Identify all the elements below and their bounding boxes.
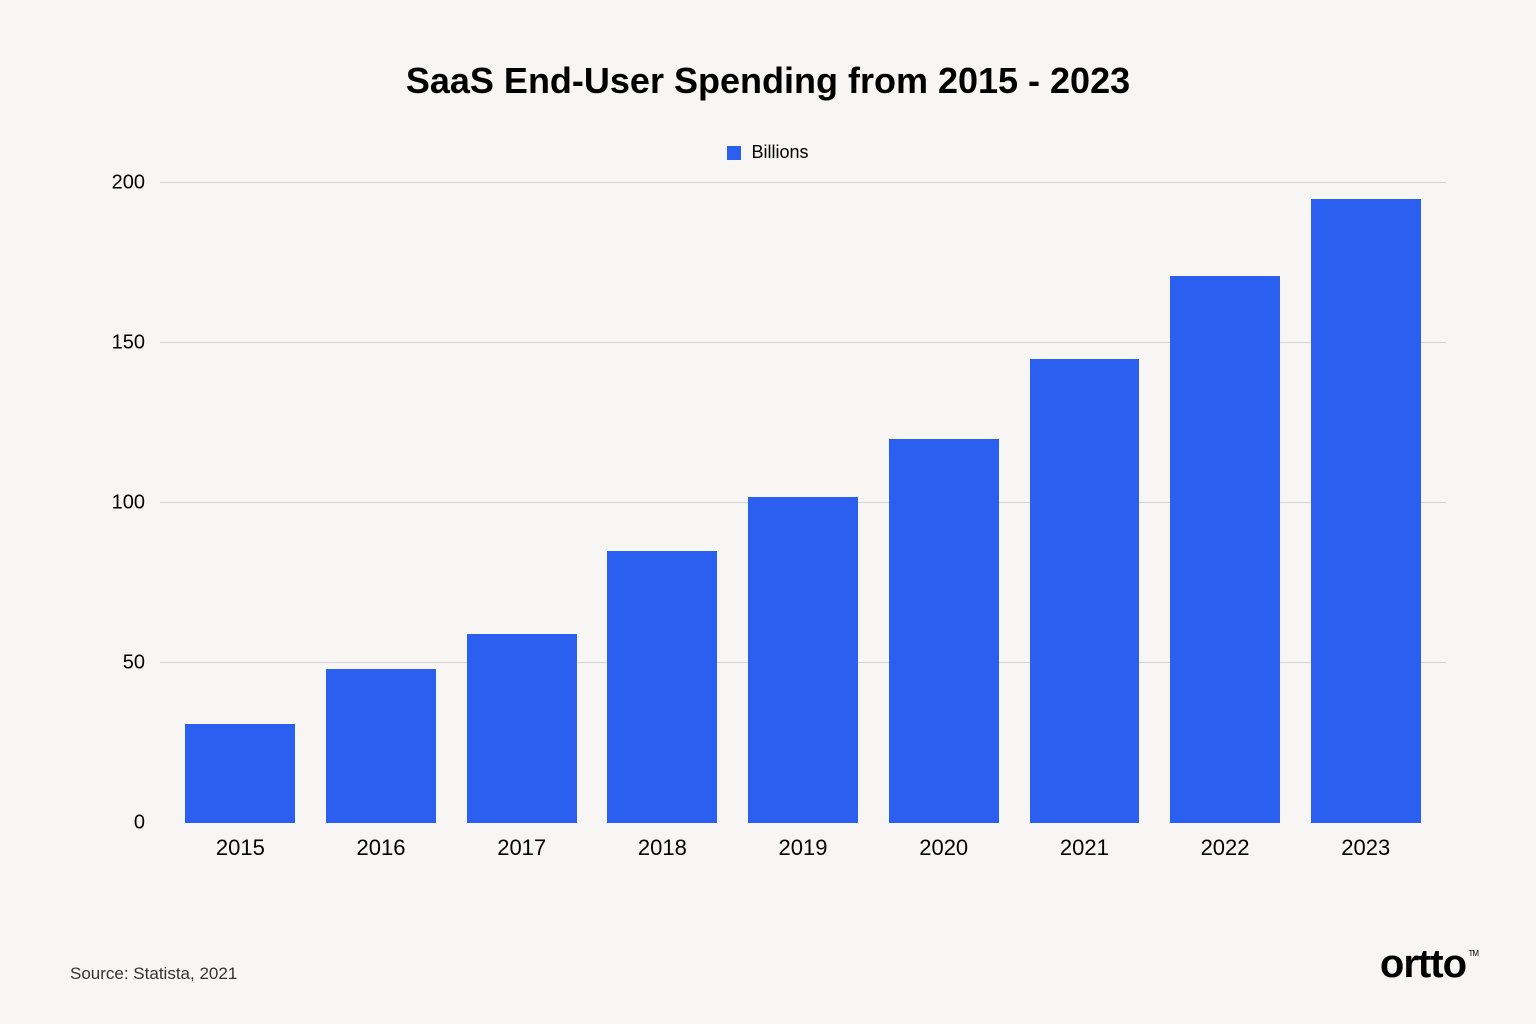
x-label: 2019 (733, 835, 874, 861)
bar-slot (733, 183, 874, 823)
legend-label: Billions (751, 142, 808, 163)
bar (1030, 359, 1140, 823)
bar (467, 634, 577, 823)
y-tick: 100 (112, 492, 145, 515)
x-label: 2022 (1155, 835, 1296, 861)
x-label: 2023 (1295, 835, 1436, 861)
x-label: 2018 (592, 835, 733, 861)
footer: Source: Statista, 2021 ortto TM (70, 944, 1466, 984)
x-label: 2021 (1014, 835, 1155, 861)
logo-tm: TM (1468, 950, 1478, 958)
bar (748, 497, 858, 823)
bar-slot (311, 183, 452, 823)
y-tick: 50 (123, 652, 145, 675)
bar (326, 669, 436, 823)
y-tick: 150 (112, 332, 145, 355)
bar-slot (170, 183, 311, 823)
y-tick: 200 (112, 172, 145, 195)
bar-slot (1295, 183, 1436, 823)
bars-container (160, 183, 1446, 823)
x-label: 2016 (311, 835, 452, 861)
x-label: 2020 (873, 835, 1014, 861)
legend: Billions (70, 142, 1466, 163)
plot-area (160, 183, 1446, 823)
bar-slot (1155, 183, 1296, 823)
bar-slot (1014, 183, 1155, 823)
chart-wrapper: 050100150200 (100, 183, 1446, 823)
bar-slot (451, 183, 592, 823)
bar-slot (592, 183, 733, 823)
bar-slot (873, 183, 1014, 823)
legend-swatch (727, 146, 741, 160)
bar (1170, 276, 1280, 823)
x-label: 2015 (170, 835, 311, 861)
logo-text: ortto (1380, 942, 1466, 986)
bar (185, 724, 295, 823)
source-text: Source: Statista, 2021 (70, 964, 237, 984)
y-axis: 050100150200 (100, 183, 160, 823)
ortto-logo: ortto TM (1380, 944, 1466, 984)
bar (1311, 199, 1421, 823)
bar (889, 439, 999, 823)
x-label: 2017 (451, 835, 592, 861)
y-tick: 0 (134, 812, 145, 835)
bar (607, 551, 717, 823)
chart-title: SaaS End-User Spending from 2015 - 2023 (70, 60, 1466, 102)
x-axis: 201520162017201820192020202120222023 (160, 835, 1446, 861)
